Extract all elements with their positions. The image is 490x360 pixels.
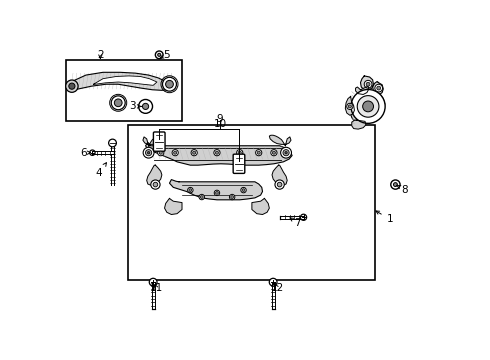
Circle shape bbox=[214, 190, 220, 195]
Circle shape bbox=[216, 192, 219, 194]
Circle shape bbox=[300, 214, 307, 220]
Circle shape bbox=[200, 195, 203, 198]
Circle shape bbox=[270, 278, 277, 286]
Circle shape bbox=[189, 189, 192, 192]
Circle shape bbox=[377, 86, 381, 90]
Circle shape bbox=[139, 99, 152, 113]
Circle shape bbox=[90, 150, 95, 156]
Circle shape bbox=[364, 80, 372, 88]
Circle shape bbox=[153, 182, 158, 187]
Text: 1: 1 bbox=[376, 211, 393, 224]
Polygon shape bbox=[372, 81, 383, 94]
Polygon shape bbox=[271, 282, 275, 309]
Circle shape bbox=[231, 195, 234, 198]
Text: 11: 11 bbox=[149, 283, 163, 293]
Circle shape bbox=[357, 96, 379, 117]
Circle shape bbox=[242, 189, 245, 192]
Polygon shape bbox=[361, 76, 373, 90]
Polygon shape bbox=[356, 86, 369, 94]
Polygon shape bbox=[111, 143, 115, 185]
Text: 4: 4 bbox=[95, 163, 106, 179]
Circle shape bbox=[166, 80, 173, 88]
Circle shape bbox=[172, 150, 178, 156]
Circle shape bbox=[275, 180, 284, 189]
Text: 2: 2 bbox=[97, 50, 104, 60]
Circle shape bbox=[216, 151, 219, 154]
Circle shape bbox=[69, 83, 75, 89]
Circle shape bbox=[66, 80, 78, 92]
Circle shape bbox=[193, 151, 196, 154]
Polygon shape bbox=[170, 180, 263, 200]
Polygon shape bbox=[351, 90, 385, 122]
Circle shape bbox=[159, 151, 162, 154]
Polygon shape bbox=[280, 216, 303, 219]
Circle shape bbox=[214, 150, 220, 156]
Polygon shape bbox=[143, 135, 165, 146]
Circle shape bbox=[366, 82, 370, 86]
Circle shape bbox=[277, 182, 282, 187]
Circle shape bbox=[158, 53, 161, 57]
Circle shape bbox=[393, 183, 397, 186]
Polygon shape bbox=[94, 76, 157, 85]
Circle shape bbox=[163, 77, 176, 91]
Text: 7: 7 bbox=[290, 218, 301, 228]
Circle shape bbox=[351, 90, 385, 123]
Circle shape bbox=[111, 96, 125, 110]
Text: 9: 9 bbox=[217, 114, 223, 123]
Circle shape bbox=[229, 194, 235, 200]
Circle shape bbox=[155, 51, 163, 59]
Polygon shape bbox=[147, 165, 162, 185]
Circle shape bbox=[347, 103, 353, 109]
Polygon shape bbox=[352, 120, 366, 129]
Bar bbox=[128, 125, 374, 280]
Circle shape bbox=[256, 150, 262, 156]
Circle shape bbox=[283, 150, 289, 156]
Polygon shape bbox=[252, 198, 270, 215]
Circle shape bbox=[146, 150, 152, 156]
Text: 10: 10 bbox=[214, 118, 226, 129]
Polygon shape bbox=[272, 165, 287, 185]
Polygon shape bbox=[165, 198, 182, 215]
Polygon shape bbox=[270, 135, 291, 146]
Circle shape bbox=[281, 147, 292, 158]
Circle shape bbox=[257, 151, 260, 154]
Text: 12: 12 bbox=[270, 283, 284, 293]
Circle shape bbox=[151, 180, 160, 189]
Bar bbox=[66, 60, 182, 121]
Polygon shape bbox=[146, 143, 292, 165]
Circle shape bbox=[363, 101, 373, 112]
Circle shape bbox=[375, 84, 383, 92]
Circle shape bbox=[271, 150, 277, 156]
Circle shape bbox=[237, 150, 243, 156]
Polygon shape bbox=[93, 151, 114, 154]
Polygon shape bbox=[69, 72, 173, 90]
Text: 5: 5 bbox=[160, 50, 170, 60]
Polygon shape bbox=[151, 282, 155, 309]
Text: 3: 3 bbox=[129, 102, 142, 111]
Circle shape bbox=[173, 151, 177, 154]
Circle shape bbox=[272, 151, 275, 154]
Circle shape bbox=[191, 150, 197, 156]
Text: 8: 8 bbox=[396, 185, 408, 194]
FancyBboxPatch shape bbox=[233, 154, 245, 174]
Circle shape bbox=[149, 278, 157, 286]
Circle shape bbox=[391, 180, 400, 189]
Circle shape bbox=[109, 139, 117, 147]
Circle shape bbox=[143, 103, 148, 109]
Circle shape bbox=[188, 188, 193, 193]
Circle shape bbox=[348, 105, 351, 108]
Circle shape bbox=[238, 151, 241, 154]
Text: 6: 6 bbox=[80, 148, 91, 158]
Circle shape bbox=[147, 152, 150, 154]
FancyBboxPatch shape bbox=[153, 132, 165, 151]
Circle shape bbox=[143, 147, 154, 158]
Polygon shape bbox=[345, 96, 354, 115]
Circle shape bbox=[158, 150, 164, 156]
Circle shape bbox=[114, 99, 122, 107]
Circle shape bbox=[241, 188, 246, 193]
Circle shape bbox=[285, 152, 287, 154]
Circle shape bbox=[199, 194, 204, 200]
